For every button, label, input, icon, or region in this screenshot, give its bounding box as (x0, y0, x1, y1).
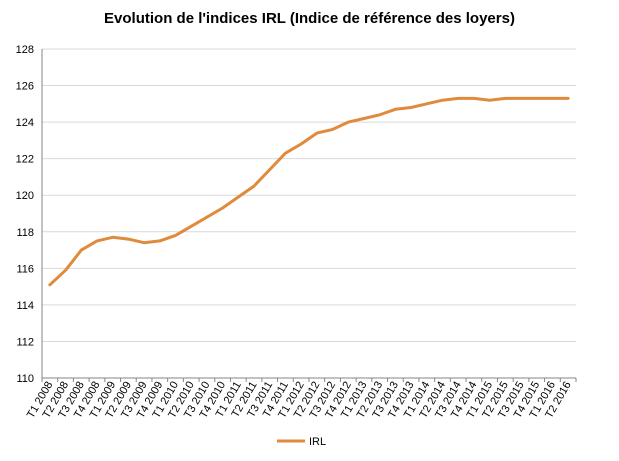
data-point (205, 215, 209, 219)
data-point (551, 97, 554, 100)
data-point (425, 102, 428, 106)
data-point (48, 283, 52, 286)
data-point (64, 268, 67, 272)
y-tick-label: 110 (16, 373, 34, 385)
series-line-irl (48, 96, 570, 287)
legend-label: IRL (309, 436, 326, 448)
data-point (127, 237, 130, 241)
y-tick-label: 112 (16, 336, 34, 348)
data-point (221, 206, 224, 210)
data-point (252, 184, 256, 188)
data-point (237, 195, 240, 199)
chart-title: Evolution de l'indices IRL (Indice de ré… (104, 10, 515, 27)
data-point (394, 108, 397, 111)
data-point (111, 236, 114, 239)
data-point (80, 248, 83, 252)
data-point (95, 239, 99, 243)
y-tick-label: 120 (16, 190, 34, 202)
y-tick-label: 116 (16, 263, 34, 275)
data-point (190, 225, 193, 228)
data-point (315, 131, 319, 135)
y-tick-label: 126 (16, 81, 34, 93)
data-point (268, 168, 271, 171)
data-point (519, 97, 523, 100)
data-point (457, 97, 460, 100)
y-tick-label: 124 (16, 117, 34, 129)
data-point (174, 234, 177, 237)
data-point (331, 128, 334, 131)
y-tick-label: 114 (16, 300, 34, 312)
y-tick-label: 122 (16, 154, 34, 166)
data-point (347, 120, 350, 124)
data-point (284, 151, 287, 155)
y-tick-label: 118 (16, 227, 34, 239)
data-point (158, 239, 161, 243)
data-point (488, 98, 491, 102)
data-point (566, 97, 570, 100)
data-point (472, 97, 476, 100)
data-point (441, 98, 444, 102)
data-point (504, 97, 507, 100)
data-point (299, 142, 303, 146)
data-point (409, 106, 413, 109)
data-point (378, 113, 381, 117)
data-point (142, 241, 146, 244)
y-tick-label: 128 (16, 44, 34, 56)
data-point (535, 97, 538, 100)
data-point (362, 117, 366, 120)
